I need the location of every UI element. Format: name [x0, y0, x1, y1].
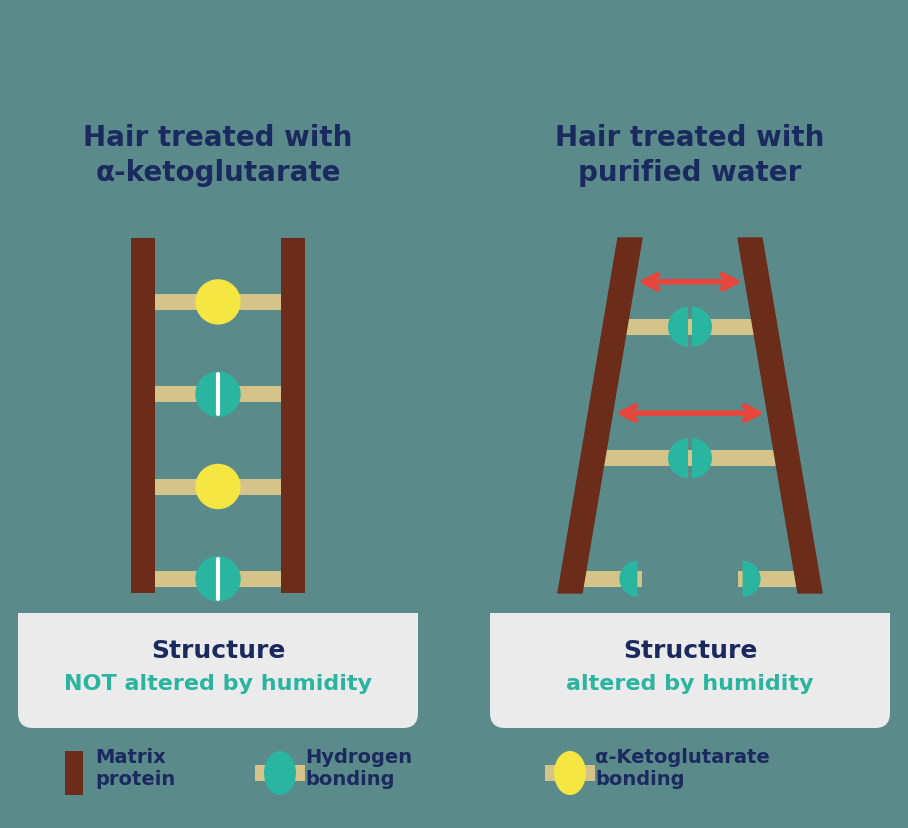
Circle shape: [196, 465, 240, 509]
Text: Hair treated with
purified water: Hair treated with purified water: [556, 124, 824, 186]
Bar: [281, 238, 305, 594]
Text: NOT altered by humidity: NOT altered by humidity: [64, 673, 372, 693]
Wedge shape: [692, 307, 712, 347]
Wedge shape: [692, 439, 712, 479]
Circle shape: [196, 373, 240, 416]
Bar: [65, 751, 83, 795]
Bar: [131, 238, 155, 594]
Bar: [597, 450, 782, 466]
Bar: [148, 479, 288, 495]
Text: α-Ketoglutarate
bonding: α-Ketoglutarate bonding: [595, 748, 770, 788]
Ellipse shape: [554, 751, 586, 795]
Text: Hydrogen
bonding: Hydrogen bonding: [305, 748, 412, 788]
Polygon shape: [738, 238, 822, 594]
Wedge shape: [668, 439, 688, 479]
Bar: [148, 295, 288, 310]
Polygon shape: [558, 238, 642, 594]
FancyBboxPatch shape: [18, 614, 418, 728]
Bar: [148, 571, 288, 587]
Bar: [545, 765, 595, 781]
Bar: [18, 614, 418, 671]
Wedge shape: [743, 561, 761, 597]
Bar: [255, 765, 305, 781]
Circle shape: [196, 281, 240, 325]
Wedge shape: [619, 561, 637, 597]
Text: altered by humidity: altered by humidity: [567, 673, 814, 693]
FancyBboxPatch shape: [490, 108, 890, 728]
Text: Structure: Structure: [151, 638, 285, 662]
Text: Structure: Structure: [623, 638, 757, 662]
Bar: [620, 320, 760, 335]
FancyBboxPatch shape: [18, 108, 418, 728]
Text: Hair treated with
α-ketoglutarate: Hair treated with α-ketoglutarate: [84, 124, 352, 186]
Wedge shape: [668, 307, 688, 347]
Bar: [148, 387, 288, 402]
Bar: [568, 571, 642, 587]
Circle shape: [196, 557, 240, 601]
Ellipse shape: [264, 751, 296, 795]
Text: Matrix
protein: Matrix protein: [95, 748, 175, 788]
FancyBboxPatch shape: [490, 614, 890, 728]
Bar: [490, 614, 890, 671]
Bar: [737, 571, 813, 587]
